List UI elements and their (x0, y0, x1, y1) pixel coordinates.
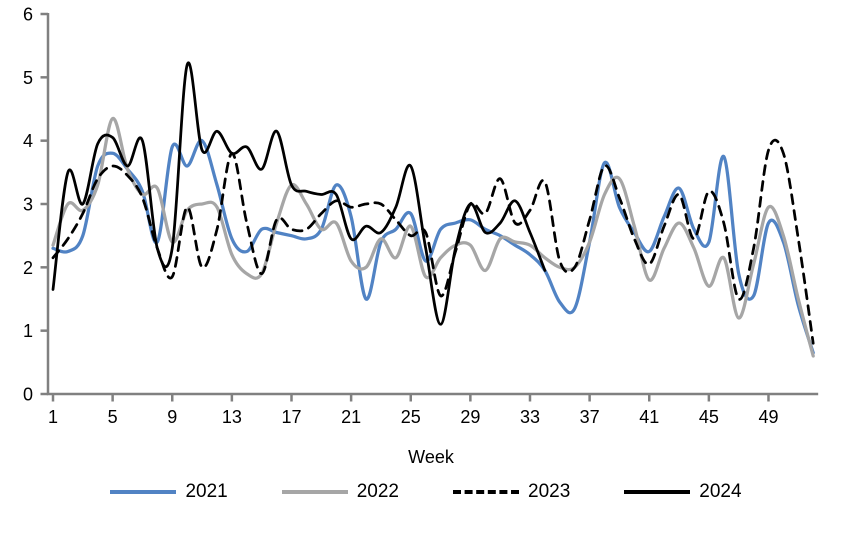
x-tick-label: 17 (281, 407, 301, 427)
axes (40, 12, 819, 402)
legend-item-2024: 2024 (624, 481, 742, 502)
legend-swatch-solid (281, 489, 348, 494)
y-tick-label: 0 (23, 385, 33, 405)
y-tick-label: 1 (23, 321, 33, 341)
series-line-2021 (51, 139, 815, 355)
y-tick-label: 3 (23, 195, 33, 215)
x-tick-label: 1 (48, 407, 58, 427)
y-tick-label: 5 (23, 68, 33, 88)
series-lines (51, 61, 815, 358)
legend-label: 2024 (699, 481, 742, 502)
legend-swatch-dashed (453, 489, 519, 494)
x-tick-label: 45 (699, 407, 719, 427)
x-tick-label: 21 (341, 407, 361, 427)
x-tick-label: 9 (167, 407, 177, 427)
legend: 2021 2022 2023 2024 (0, 482, 852, 501)
series-line-2023 (51, 138, 815, 345)
x-tick-label: 13 (222, 407, 242, 427)
legend-swatch-solid (624, 489, 691, 494)
series-line-2024 (51, 61, 547, 326)
legend-label: 2021 (185, 481, 228, 502)
x-tick-label: 25 (401, 407, 421, 427)
x-tick-label: 5 (108, 407, 118, 427)
y-tick-label: 2 (23, 258, 33, 278)
x-tick-label: 41 (639, 407, 659, 427)
legend-item-2022: 2022 (281, 481, 399, 502)
x-tick-label: 49 (758, 407, 778, 427)
legend-item-2023: 2023 (453, 482, 570, 501)
legend-label: 2023 (528, 481, 571, 502)
x-tick-label: 37 (580, 407, 600, 427)
x-axis-title: Week (408, 447, 455, 467)
x-tick-label: 33 (520, 407, 540, 427)
y-tick-label: 6 (23, 5, 33, 25)
legend-item-2021: 2021 (110, 481, 228, 502)
legend-label: 2022 (356, 481, 399, 502)
legend-swatch-solid (110, 489, 177, 494)
x-tick-label: 29 (460, 407, 480, 427)
y-tick-label: 4 (23, 131, 33, 151)
